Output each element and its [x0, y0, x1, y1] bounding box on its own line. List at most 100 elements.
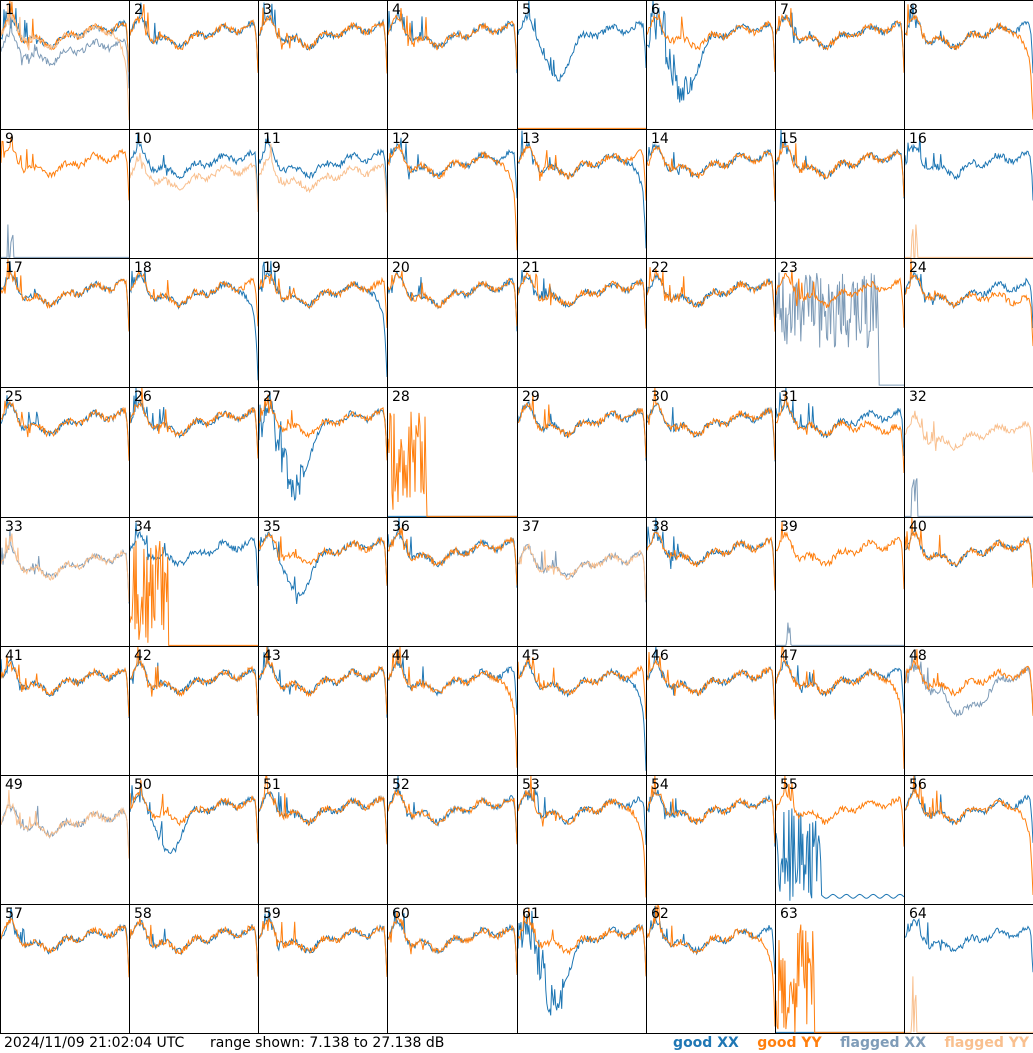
- panel-plot-49: [1, 789, 129, 859]
- series-good-xx-35: [259, 531, 387, 604]
- antenna-panel-61: 61: [517, 904, 647, 1034]
- panel-plot-31: [776, 388, 904, 474]
- panel-number: 16: [909, 131, 927, 147]
- panel-number: 59: [263, 906, 281, 922]
- panel-plot-40: [905, 518, 1033, 588]
- series-good-yy-13: [518, 144, 646, 201]
- antenna-panel-13: 13: [517, 129, 647, 259]
- panel-plot-55: [776, 776, 904, 901]
- antenna-panel-24: 24: [904, 258, 1033, 388]
- antenna-panel-33: 33: [0, 517, 130, 647]
- antenna-panel-42: 42: [129, 646, 259, 776]
- antenna-panel-2: 2: [129, 0, 259, 130]
- panel-number: 23: [780, 260, 798, 276]
- panel-number: 8: [909, 2, 918, 18]
- series-good-yy-12: [388, 143, 517, 251]
- panel-number: 51: [263, 777, 281, 793]
- antenna-panel-34: 34: [129, 517, 259, 647]
- panel-number: 48: [909, 648, 927, 664]
- antenna-panel-52: 52: [387, 775, 518, 905]
- series-good-xx-6: [647, 1, 775, 103]
- panel-plot-30: [647, 388, 775, 462]
- antenna-panel-63: 63: [775, 904, 905, 1034]
- antenna-panel-64: 64: [904, 904, 1033, 1034]
- panel-number: 34: [134, 519, 152, 535]
- series-flagged-xx-1: [1, 12, 129, 89]
- panel-number: 35: [263, 519, 281, 535]
- series-good-yy-18: [130, 271, 258, 327]
- panel-number: 30: [651, 389, 669, 405]
- antenna-panel-30: 30: [646, 387, 776, 518]
- series-good-xx-30: [647, 402, 775, 462]
- panel-plot-14: [647, 142, 775, 202]
- panel-number: 19: [263, 260, 281, 276]
- series-flagged-yy-10: [130, 152, 258, 213]
- series-good-yy-23: [776, 269, 904, 328]
- antenna-panel-8: 8: [904, 0, 1033, 130]
- panel-number: 57: [5, 906, 23, 922]
- series-good-yy-52: [388, 789, 517, 845]
- series-good-yy-48: [905, 649, 1033, 716]
- panel-number: 44: [392, 648, 410, 664]
- series-good-xx-7: [776, 12, 904, 69]
- series-good-xx-42: [130, 657, 258, 717]
- series-good-xx-20: [388, 270, 517, 332]
- panel-number: 43: [263, 648, 281, 664]
- panel-plot-60: [388, 909, 517, 976]
- antenna-panel-25: 25: [0, 387, 130, 518]
- panel-number: 18: [134, 260, 152, 276]
- antenna-panel-4: 4: [387, 0, 518, 130]
- panel-number: 33: [5, 519, 23, 535]
- antenna-panel-22: 22: [646, 258, 776, 388]
- series-flagged-xx-48: [905, 654, 1033, 718]
- panel-plot-10: [130, 132, 258, 213]
- series-good-yy-61: [518, 907, 646, 977]
- antenna-panel-45: 45: [517, 646, 647, 776]
- panel-number: 64: [909, 906, 927, 922]
- panel-number: 58: [134, 906, 152, 922]
- panel-number: 3: [263, 2, 272, 18]
- series-flagged-yy-16: [905, 224, 1033, 258]
- panel-plot-47: [776, 647, 904, 769]
- legend-flagged-yy: flagged YY: [944, 1035, 1029, 1051]
- series-good-xx-24: [905, 272, 1033, 329]
- series-good-yy-24: [905, 259, 1033, 347]
- series-good-xx-54: [647, 789, 775, 847]
- series-flagged-xx-37: [518, 544, 646, 603]
- series-good-yy-3: [259, 7, 387, 74]
- panel-number: 53: [522, 777, 540, 793]
- antenna-panel-47: 47: [775, 646, 905, 776]
- panel-plot-48: [905, 649, 1033, 718]
- series-good-xx-10: [130, 132, 258, 201]
- antenna-panel-15: 15: [775, 129, 905, 259]
- footer-bar: 2024/11/09 21:02:04 UTC range shown: 7.1…: [0, 1033, 1033, 1053]
- antenna-panel-60: 60: [387, 904, 518, 1034]
- antenna-panel-37: 37: [517, 517, 647, 647]
- range-label: range shown: 7.138 to 27.138 dB: [210, 1035, 445, 1051]
- series-good-xx-53: [518, 788, 646, 845]
- antenna-panel-21: 21: [517, 258, 647, 388]
- antenna-panel-5: 5: [517, 0, 647, 130]
- antenna-panel-56: 56: [904, 775, 1033, 905]
- panel-number: 25: [5, 389, 23, 405]
- series-good-yy-47: [776, 647, 904, 769]
- series-good-yy-20: [388, 270, 517, 327]
- panel-plot-4: [388, 8, 517, 74]
- panel-plot-24: [905, 259, 1033, 347]
- series-good-yy-54: [647, 776, 775, 844]
- series-good-xx-46: [647, 647, 775, 717]
- series-good-xx-58: [130, 920, 258, 977]
- panel-number: 41: [5, 648, 23, 664]
- panel-plot-16: [905, 133, 1033, 258]
- panel-number: 11: [263, 131, 281, 147]
- series-good-yy-46: [647, 651, 775, 720]
- panel-number: 61: [522, 906, 540, 922]
- panel-plot-5: [518, 1, 646, 129]
- panel-number: 60: [392, 906, 410, 922]
- antenna-panel-1: 1: [0, 0, 130, 130]
- antenna-panel-26: 26: [129, 387, 259, 518]
- series-flagged-yy-33: [1, 533, 129, 602]
- panel-plot-20: [388, 270, 517, 332]
- series-good-yy-8: [905, 4, 1033, 120]
- panel-plot-61: [518, 907, 646, 1016]
